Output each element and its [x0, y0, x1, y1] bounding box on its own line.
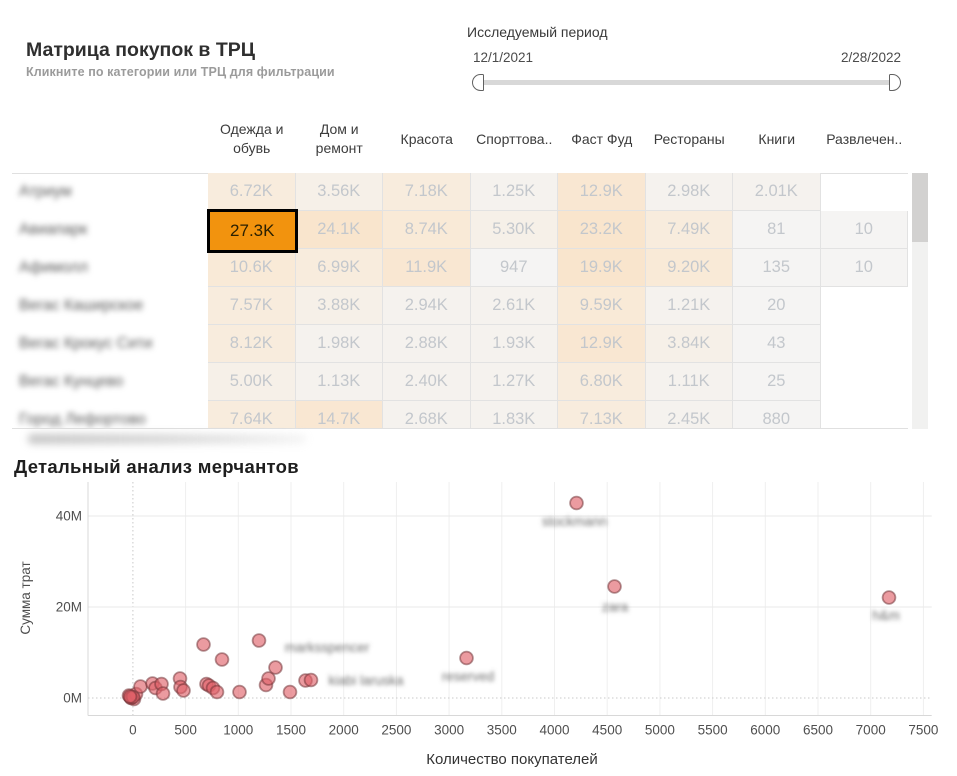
svg-text:0M: 0M: [63, 691, 82, 706]
svg-text:7500: 7500: [908, 723, 938, 738]
svg-text:1000: 1000: [223, 723, 253, 738]
svg-text:zara: zara: [602, 600, 629, 615]
svg-text:6500: 6500: [803, 723, 833, 738]
svg-text:reserved: reserved: [442, 669, 495, 684]
svg-text:4000: 4000: [539, 723, 569, 738]
svg-text:5000: 5000: [645, 723, 675, 738]
svg-text:marksspencer: marksspencer: [285, 640, 370, 655]
svg-text:h&m: h&m: [872, 608, 900, 623]
svg-text:6000: 6000: [750, 723, 780, 738]
svg-text:0: 0: [129, 723, 137, 738]
svg-text:20M: 20M: [56, 600, 82, 615]
svg-text:kiabi laruska: kiabi laruska: [328, 673, 404, 688]
svg-text:2500: 2500: [381, 723, 411, 738]
svg-text:5500: 5500: [698, 723, 728, 738]
svg-text:Количество покупателей: Количество покупателей: [426, 751, 598, 768]
svg-text:500: 500: [174, 723, 197, 738]
svg-text:Сумма трат: Сумма трат: [18, 561, 33, 634]
svg-text:4500: 4500: [592, 723, 622, 738]
svg-text:3000: 3000: [434, 723, 464, 738]
svg-text:2000: 2000: [329, 723, 359, 738]
svg-text:stockmann: stockmann: [542, 514, 607, 529]
svg-text:1500: 1500: [276, 723, 306, 738]
svg-text:3500: 3500: [487, 723, 517, 738]
svg-text:7000: 7000: [856, 723, 886, 738]
svg-text:40M: 40M: [56, 509, 82, 524]
